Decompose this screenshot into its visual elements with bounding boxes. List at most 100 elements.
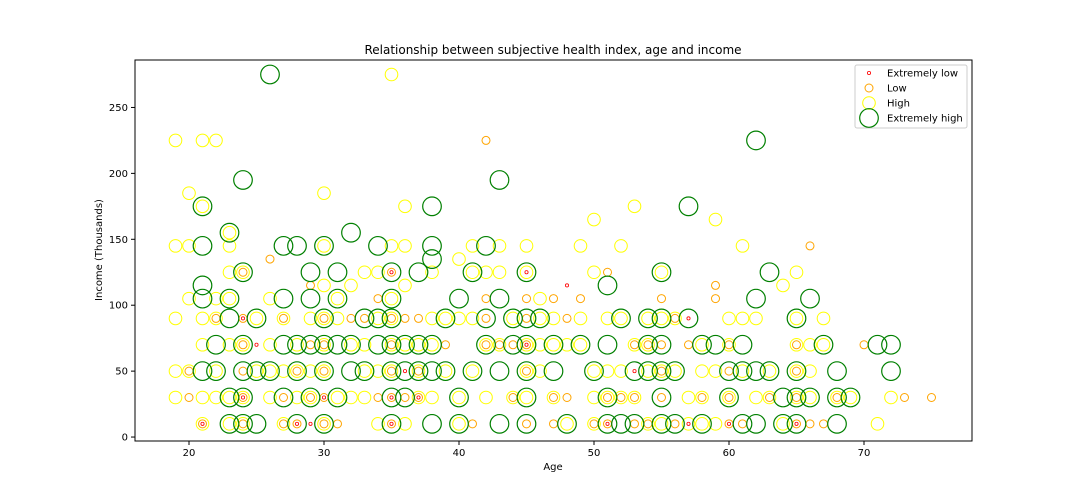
- data-point: [389, 421, 394, 426]
- data-point: [279, 392, 288, 402]
- data-point: [519, 265, 534, 280]
- data-point: [519, 239, 534, 253]
- data-point: [303, 364, 318, 378]
- legend: Extremely low Low High Extremely high: [854, 64, 968, 129]
- data-point: [395, 334, 415, 355]
- data-point: [792, 366, 801, 376]
- data-point: [657, 392, 666, 402]
- series-extremely-high: [192, 64, 901, 434]
- data-point: [357, 390, 372, 405]
- data-point: [614, 239, 628, 253]
- data-point: [816, 337, 831, 352]
- data-point: [236, 417, 250, 431]
- data-point: [686, 421, 691, 426]
- data-point: [287, 235, 307, 256]
- data-point: [200, 421, 205, 426]
- data-point: [681, 390, 696, 405]
- data-point: [279, 313, 288, 323]
- data-point: [317, 417, 331, 431]
- data-point: [843, 390, 858, 405]
- data-point: [600, 390, 615, 405]
- data-point: [776, 417, 790, 431]
- data-point: [678, 196, 699, 217]
- data-point: [371, 364, 385, 378]
- legend-label: Low: [887, 84, 907, 95]
- data-point: [384, 291, 399, 306]
- data-point: [263, 291, 277, 306]
- x-tick-label: 30: [318, 448, 331, 459]
- data-point: [762, 364, 777, 378]
- data-point: [238, 340, 248, 350]
- data-point: [389, 395, 394, 400]
- data-point: [357, 364, 372, 378]
- data-point: [867, 334, 888, 355]
- y-axis-label: Income (Thousands): [94, 199, 105, 301]
- data-point: [630, 392, 639, 402]
- data-point: [462, 262, 483, 283]
- x-tick-label: 20: [183, 448, 196, 459]
- data-point: [773, 387, 793, 408]
- data-point: [665, 413, 685, 434]
- data-point: [719, 387, 739, 408]
- data-point: [570, 334, 591, 355]
- data-point: [273, 387, 294, 408]
- data-point: [435, 361, 456, 382]
- data-point: [327, 262, 348, 283]
- data-point: [746, 288, 766, 309]
- data-point: [686, 316, 691, 321]
- data-point: [759, 262, 780, 283]
- data-point: [287, 334, 307, 355]
- data-point: [371, 265, 385, 280]
- data-point: [543, 361, 564, 382]
- data-point: [381, 308, 402, 329]
- data-point: [654, 265, 669, 280]
- chart-title: Relationship between subjective health i…: [364, 43, 741, 57]
- data-point: [681, 417, 696, 431]
- data-point: [303, 311, 318, 326]
- data-point: [449, 387, 469, 408]
- data-point: [638, 334, 658, 355]
- data-point: [708, 212, 723, 227]
- data-point: [438, 364, 453, 378]
- data-point: [794, 421, 799, 426]
- data-point: [533, 337, 547, 352]
- data-point: [319, 313, 329, 323]
- data-point: [533, 364, 547, 378]
- y-tick-label: 100: [109, 301, 128, 312]
- data-point: [881, 334, 901, 355]
- data-point: [900, 392, 909, 402]
- data-point: [195, 337, 210, 352]
- data-point: [384, 337, 399, 352]
- data-point: [481, 340, 491, 350]
- data-point: [209, 291, 223, 306]
- data-point: [209, 133, 223, 148]
- data-point: [506, 311, 520, 326]
- data-point: [182, 186, 196, 200]
- data-point: [695, 417, 709, 431]
- data-point: [792, 340, 801, 350]
- data-point: [260, 64, 280, 85]
- data-point: [735, 239, 750, 253]
- data-point: [840, 387, 861, 408]
- data-point: [695, 337, 709, 352]
- data-point: [711, 280, 720, 290]
- data-point: [300, 262, 321, 283]
- data-point: [254, 342, 259, 347]
- data-point: [398, 278, 412, 293]
- data-point: [222, 265, 237, 280]
- data-point: [222, 291, 237, 306]
- data-point: [314, 413, 334, 434]
- data-point: [240, 395, 245, 400]
- data-point: [708, 364, 723, 378]
- data-point: [654, 311, 669, 326]
- data-point: [732, 361, 753, 382]
- data-point: [724, 392, 734, 402]
- data-point: [600, 364, 615, 378]
- data-point: [597, 387, 618, 408]
- data-point: [371, 311, 385, 326]
- x-axis: 20 30 40 50 60 70: [183, 441, 870, 459]
- data-point: [195, 417, 210, 431]
- data-marks: [168, 64, 936, 434]
- data-point: [435, 308, 456, 329]
- data-point: [236, 265, 250, 280]
